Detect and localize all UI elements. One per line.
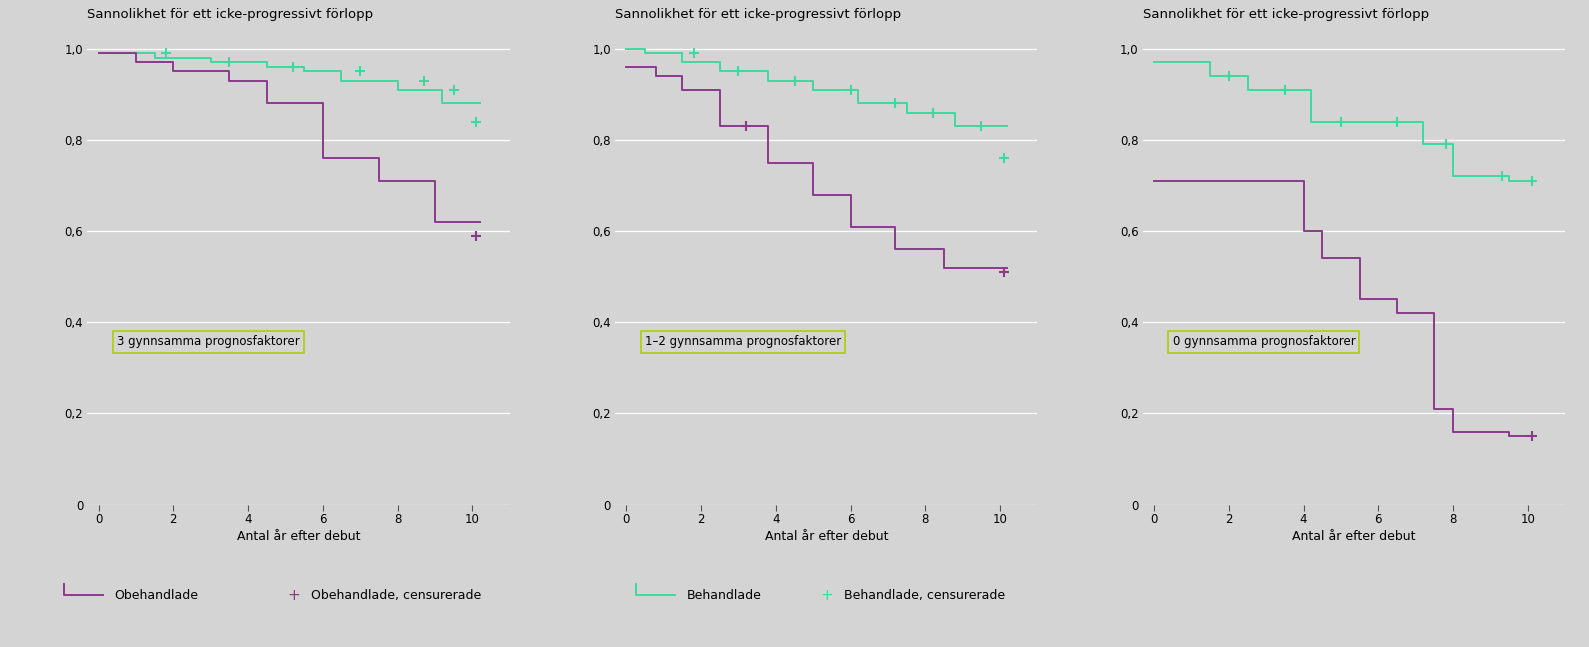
Text: Sannolikhet för ett icke-progressivt förlopp: Sannolikhet för ett icke-progressivt för…: [1142, 8, 1429, 21]
Text: Sannolikhet för ett icke-progressivt förlopp: Sannolikhet för ett icke-progressivt för…: [615, 8, 901, 21]
Text: +: +: [820, 587, 833, 603]
Text: Behandlade, censurerade: Behandlade, censurerade: [844, 589, 1004, 602]
Text: Obehandlade, censurerade: Obehandlade, censurerade: [311, 589, 481, 602]
Text: 0 gynnsamma prognosfaktorer: 0 gynnsamma prognosfaktorer: [1173, 335, 1355, 348]
X-axis label: Antal år efter debut: Antal år efter debut: [237, 530, 361, 543]
Text: +: +: [288, 587, 300, 603]
X-axis label: Antal år efter debut: Antal år efter debut: [764, 530, 888, 543]
Text: 1–2 gynnsamma prognosfaktorer: 1–2 gynnsamma prognosfaktorer: [645, 335, 841, 348]
Text: Sannolikhet för ett icke-progressivt förlopp: Sannolikhet för ett icke-progressivt för…: [87, 8, 373, 21]
Text: 3 gynnsamma prognosfaktorer: 3 gynnsamma prognosfaktorer: [118, 335, 300, 348]
Text: Obehandlade: Obehandlade: [114, 589, 199, 602]
X-axis label: Antal år efter debut: Antal år efter debut: [1292, 530, 1416, 543]
Text: Behandlade: Behandlade: [686, 589, 761, 602]
